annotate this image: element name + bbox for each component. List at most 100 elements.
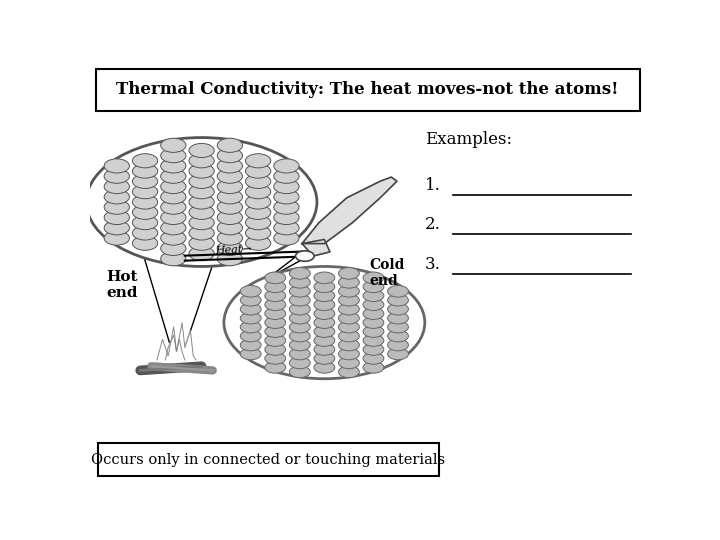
Ellipse shape — [314, 353, 335, 364]
Polygon shape — [157, 322, 196, 360]
Ellipse shape — [338, 276, 359, 288]
Ellipse shape — [314, 326, 335, 338]
Ellipse shape — [265, 335, 286, 346]
Ellipse shape — [132, 236, 158, 251]
Ellipse shape — [338, 312, 359, 324]
Ellipse shape — [363, 281, 384, 293]
Ellipse shape — [217, 231, 243, 245]
Ellipse shape — [295, 251, 314, 261]
Ellipse shape — [240, 312, 261, 324]
Ellipse shape — [289, 276, 310, 288]
Ellipse shape — [274, 211, 299, 225]
Ellipse shape — [289, 330, 310, 342]
Ellipse shape — [265, 353, 286, 364]
Ellipse shape — [289, 366, 310, 377]
Text: Thermal Conductivity: The heat moves-not the atoms!: Thermal Conductivity: The heat moves-not… — [117, 81, 619, 98]
Ellipse shape — [104, 169, 130, 183]
FancyBboxPatch shape — [99, 443, 438, 476]
Ellipse shape — [246, 205, 271, 219]
Ellipse shape — [265, 290, 286, 301]
Ellipse shape — [363, 353, 384, 364]
Ellipse shape — [314, 272, 335, 284]
Ellipse shape — [338, 286, 359, 297]
Ellipse shape — [289, 294, 310, 306]
Ellipse shape — [161, 221, 186, 235]
Ellipse shape — [363, 317, 384, 328]
Ellipse shape — [189, 226, 215, 240]
Ellipse shape — [161, 190, 186, 204]
Ellipse shape — [217, 200, 243, 214]
Ellipse shape — [265, 299, 286, 310]
Ellipse shape — [387, 330, 408, 342]
Ellipse shape — [240, 348, 261, 360]
Polygon shape — [302, 177, 397, 244]
Ellipse shape — [132, 174, 158, 188]
Ellipse shape — [86, 138, 317, 266]
Ellipse shape — [387, 312, 408, 324]
Ellipse shape — [338, 267, 359, 279]
Ellipse shape — [104, 211, 130, 225]
Ellipse shape — [363, 290, 384, 301]
Ellipse shape — [161, 252, 186, 266]
Ellipse shape — [217, 169, 243, 183]
Ellipse shape — [363, 326, 384, 338]
Ellipse shape — [387, 286, 408, 297]
Polygon shape — [302, 239, 330, 256]
Ellipse shape — [314, 317, 335, 328]
Ellipse shape — [189, 195, 215, 209]
Ellipse shape — [246, 185, 271, 199]
Text: Hot
end: Hot end — [107, 270, 138, 300]
Ellipse shape — [217, 221, 243, 235]
Ellipse shape — [217, 159, 243, 173]
Ellipse shape — [265, 317, 286, 328]
Ellipse shape — [217, 148, 243, 163]
Ellipse shape — [338, 330, 359, 342]
Ellipse shape — [161, 159, 186, 173]
Ellipse shape — [132, 215, 158, 230]
Ellipse shape — [189, 144, 215, 158]
Ellipse shape — [161, 231, 186, 245]
Ellipse shape — [363, 299, 384, 310]
Text: 3.: 3. — [425, 256, 441, 273]
Ellipse shape — [338, 303, 359, 315]
Ellipse shape — [314, 281, 335, 293]
Ellipse shape — [338, 366, 359, 377]
Ellipse shape — [289, 286, 310, 297]
Ellipse shape — [274, 231, 299, 245]
Ellipse shape — [240, 286, 261, 297]
Ellipse shape — [104, 190, 130, 204]
Ellipse shape — [104, 200, 130, 214]
Ellipse shape — [387, 303, 408, 315]
Ellipse shape — [161, 200, 186, 214]
Ellipse shape — [132, 154, 158, 168]
Ellipse shape — [240, 294, 261, 306]
Ellipse shape — [289, 357, 310, 369]
Ellipse shape — [217, 241, 243, 255]
Ellipse shape — [104, 221, 130, 235]
Ellipse shape — [132, 185, 158, 199]
Ellipse shape — [363, 362, 384, 373]
Ellipse shape — [217, 211, 243, 225]
Ellipse shape — [289, 321, 310, 333]
Ellipse shape — [189, 205, 215, 219]
Ellipse shape — [265, 362, 286, 373]
Ellipse shape — [274, 159, 299, 173]
Text: 1.: 1. — [425, 177, 441, 194]
Ellipse shape — [132, 195, 158, 209]
Ellipse shape — [240, 330, 261, 342]
Ellipse shape — [274, 200, 299, 214]
Ellipse shape — [274, 190, 299, 204]
Ellipse shape — [363, 272, 384, 284]
Ellipse shape — [161, 241, 186, 255]
Ellipse shape — [338, 348, 359, 360]
Ellipse shape — [314, 335, 335, 346]
Ellipse shape — [265, 343, 286, 355]
Ellipse shape — [132, 226, 158, 240]
Ellipse shape — [314, 299, 335, 310]
Ellipse shape — [246, 226, 271, 240]
Text: Cold
end: Cold end — [369, 258, 405, 288]
Ellipse shape — [189, 215, 215, 230]
Ellipse shape — [246, 195, 271, 209]
Ellipse shape — [387, 339, 408, 351]
Ellipse shape — [265, 308, 286, 320]
